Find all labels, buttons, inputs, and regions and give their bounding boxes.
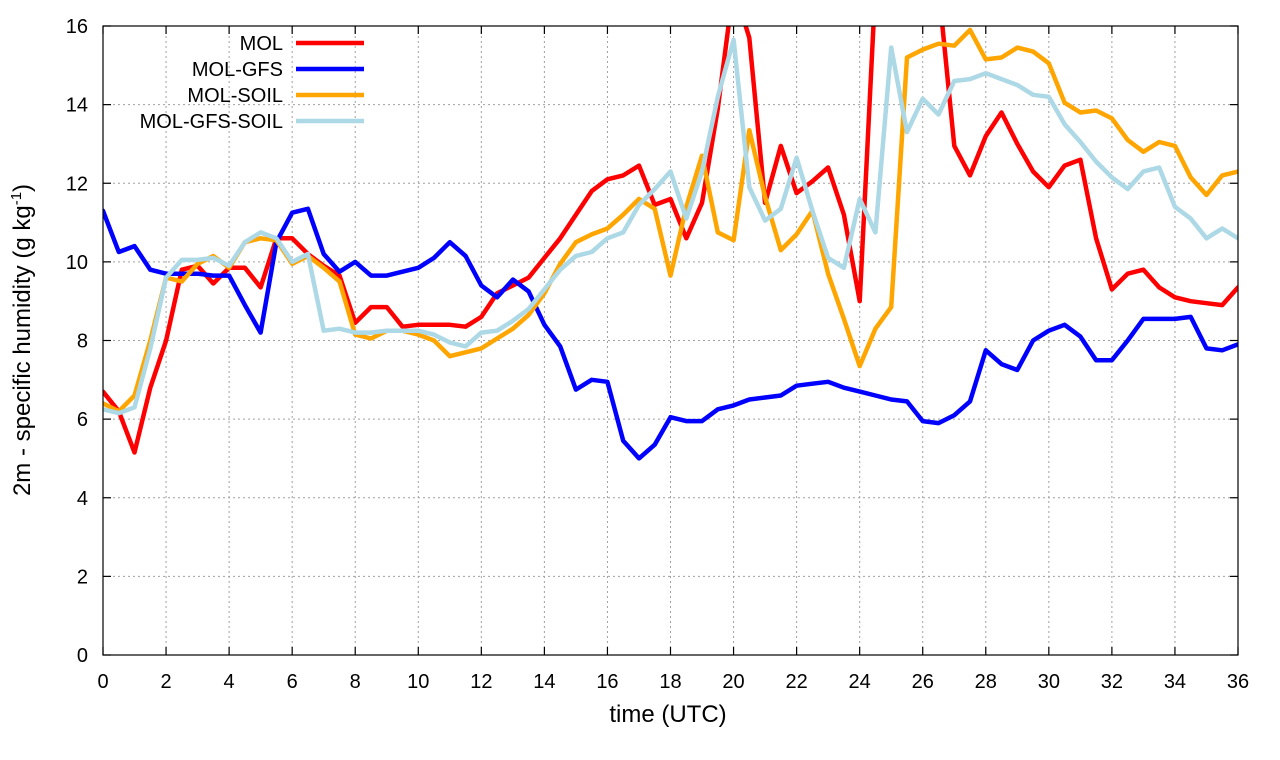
y-tick-label: 10 — [66, 252, 88, 274]
series-line-mol-gfs — [103, 206, 1238, 461]
y-tick-labels: 0 2 4 6 8 10 12 14 16 — [66, 16, 88, 667]
y-tick-label: 6 — [77, 409, 88, 431]
x-tick-label: 22 — [785, 671, 807, 693]
x-tick-label: 12 — [470, 671, 492, 693]
legend-label-mol: MOL — [240, 33, 283, 55]
y-axis-label-superscript: -1 — [8, 192, 25, 205]
y-tick-label: 4 — [77, 488, 88, 510]
y-axis-label-main: 2m - specific humidity (g kg — [9, 205, 36, 496]
x-tick-label: 4 — [224, 671, 235, 693]
x-tick-label: 18 — [659, 671, 681, 693]
y-tick-label: 2 — [77, 566, 88, 588]
axis-ticks — [102, 25, 1239, 656]
y-tick-label: 14 — [66, 95, 88, 117]
x-tick-label: 26 — [912, 671, 934, 693]
y-tick-label: 0 — [77, 645, 88, 667]
x-tick-label: 28 — [975, 671, 997, 693]
x-tick-label: 36 — [1227, 671, 1249, 693]
legend: MOL MOL-GFS MOL-SOIL MOL-GFS-SOIL — [140, 33, 364, 133]
x-tick-label: 2 — [160, 671, 171, 693]
x-tick-label: 24 — [849, 671, 871, 693]
legend-label-mol-gfs-soil: MOL-GFS-SOIL — [140, 111, 283, 133]
x-tick-label: 10 — [407, 671, 429, 693]
legend-label-mol-gfs: MOL-GFS — [192, 59, 283, 81]
x-tick-label: 0 — [97, 671, 108, 693]
y-axis-label-close: ) — [9, 184, 36, 192]
x-tick-label: 6 — [287, 671, 298, 693]
x-tick-labels: 0 2 4 6 8 10 12 14 16 18 20 22 24 26 28 30 32 34 36 — [97, 671, 1249, 693]
x-axis-label: time (UTC) — [609, 701, 726, 728]
x-tick-label: 32 — [1101, 671, 1123, 693]
gridlines — [103, 26, 1238, 655]
y-tick-label: 8 — [77, 331, 88, 353]
legend-label-mol-soil: MOL-SOIL — [187, 85, 283, 107]
x-tick-label: 34 — [1164, 671, 1186, 693]
x-tick-label: 14 — [533, 671, 555, 693]
x-tick-label: 20 — [722, 671, 744, 693]
series-lines — [103, 26, 1238, 461]
series-line-mol-gfs-soil — [103, 37, 1238, 416]
y-tick-label: 16 — [66, 16, 88, 38]
x-tick-label: 8 — [350, 671, 361, 693]
y-tick-label: 12 — [66, 173, 88, 195]
series-line-mol — [103, 26, 1238, 455]
x-tick-label: 16 — [596, 671, 618, 693]
x-tick-label: 30 — [1038, 671, 1060, 693]
y-axis-label: 2m - specific humidity (g kg-1) — [8, 184, 36, 496]
